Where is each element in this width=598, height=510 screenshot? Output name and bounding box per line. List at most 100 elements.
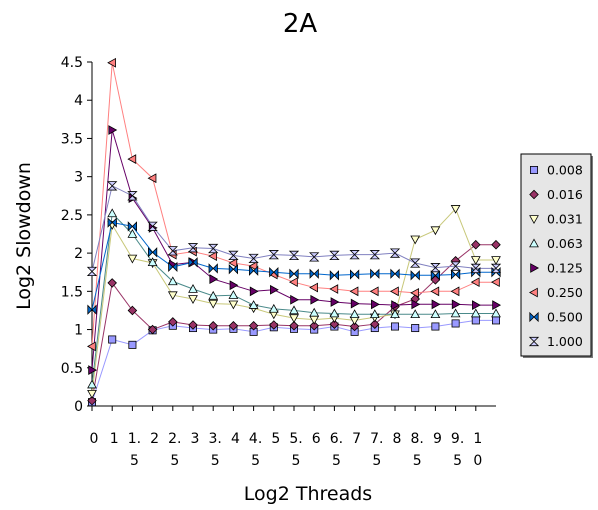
data-point (268, 250, 279, 260)
series-points-0.125 (88, 125, 502, 375)
data-point (350, 298, 360, 309)
data-point (167, 291, 178, 301)
x-tick-label-line2: 5 (251, 453, 260, 469)
data-point (491, 239, 501, 250)
data-point (86, 341, 96, 352)
series-points-0.250 (86, 57, 500, 352)
data-point (248, 265, 259, 276)
data-point (490, 263, 502, 274)
data-point (228, 320, 239, 331)
data-point (290, 294, 300, 305)
data-point (451, 299, 461, 310)
data-point (370, 268, 380, 279)
data-point (108, 125, 118, 135)
y-tick-label: 3 (74, 170, 83, 186)
y-tick-label: 3.5 (61, 131, 83, 147)
data-point (349, 321, 360, 332)
data-point (147, 257, 158, 267)
data-point (208, 263, 218, 274)
data-point (430, 270, 441, 281)
x-tick-label: 8 (393, 431, 402, 447)
data-point (330, 297, 340, 307)
data-point (88, 365, 98, 375)
data-point (87, 390, 97, 399)
data-point (369, 250, 380, 260)
data-point (127, 305, 138, 316)
data-point (410, 270, 420, 281)
x-tick-label: 4. (249, 431, 262, 447)
data-point (128, 340, 137, 349)
legend-label: 0.500 (547, 310, 583, 325)
legend-marker (528, 287, 538, 298)
data-point (472, 300, 481, 310)
data-point (309, 282, 318, 293)
data-point (430, 226, 441, 236)
data-point (349, 286, 359, 297)
data-point (228, 300, 239, 310)
data-point (410, 309, 421, 319)
x-tick-label: 1 (473, 431, 482, 447)
x-tick-label: 2 (150, 431, 159, 447)
y-tick-label: 4 (74, 93, 83, 109)
data-point (167, 276, 178, 286)
x-tick-label: 2. (168, 431, 181, 447)
data-point (431, 299, 441, 310)
data-point (471, 316, 480, 325)
data-point (248, 253, 259, 264)
data-point (127, 154, 137, 164)
data-point (269, 267, 279, 278)
y-tick-label: 1.5 (61, 284, 83, 300)
data-point (411, 324, 420, 333)
x-tick-label-line2: 5 (130, 453, 139, 469)
data-point (187, 243, 199, 253)
data-point (249, 286, 259, 297)
x-tick-label: 7 (352, 431, 361, 447)
data-point (309, 307, 320, 317)
data-point (310, 294, 320, 305)
data-point (450, 269, 461, 280)
legend-label: 0.008 (547, 163, 583, 178)
data-point (309, 315, 320, 325)
data-point (470, 263, 481, 274)
data-point (349, 316, 360, 326)
x-tick-label: 8. (411, 431, 424, 447)
data-point (470, 308, 481, 318)
data-point (369, 286, 379, 297)
data-point (288, 277, 298, 288)
x-tick-label: 4 (231, 431, 240, 447)
legend-label: 0.031 (547, 212, 583, 227)
data-point (107, 181, 118, 191)
data-point (188, 295, 198, 305)
data-point (430, 286, 440, 297)
y-tick-label: 2 (74, 246, 83, 262)
legend-marker (530, 165, 539, 174)
data-point (147, 247, 158, 258)
data-point (87, 379, 97, 389)
x-tick-label-line2: 5 (211, 453, 220, 469)
legend: 0.008 0.016 0.031 0.063 0.125 0.250 0.500 1.000 (520, 153, 593, 358)
data-point (329, 250, 340, 261)
data-point (228, 258, 238, 268)
y-axis-label: Log2 Slowdown (13, 162, 35, 310)
data-point (371, 299, 380, 310)
y-tick-label: 4.5 (61, 55, 83, 71)
data-point (329, 319, 340, 329)
data-point (168, 261, 178, 273)
data-point (470, 256, 481, 266)
data-point (188, 320, 198, 330)
data-point (107, 57, 116, 68)
data-point (389, 248, 401, 258)
data-point (289, 314, 299, 324)
legend-marker (529, 238, 539, 248)
data-point (208, 251, 217, 262)
data-point (188, 284, 198, 293)
x-tick-label: 1 (110, 431, 119, 447)
x-tick-label-line2: 5 (332, 453, 341, 469)
series-points-1.000 (86, 181, 502, 277)
x-tick-label-line2: 5 (170, 453, 179, 469)
data-point (209, 274, 219, 284)
data-point (450, 286, 460, 297)
data-point (127, 221, 138, 232)
data-point (127, 254, 138, 264)
data-point (208, 243, 219, 254)
